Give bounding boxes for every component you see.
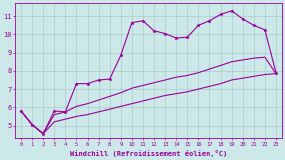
X-axis label: Windchill (Refroidissement éolien,°C): Windchill (Refroidissement éolien,°C): [70, 150, 227, 156]
